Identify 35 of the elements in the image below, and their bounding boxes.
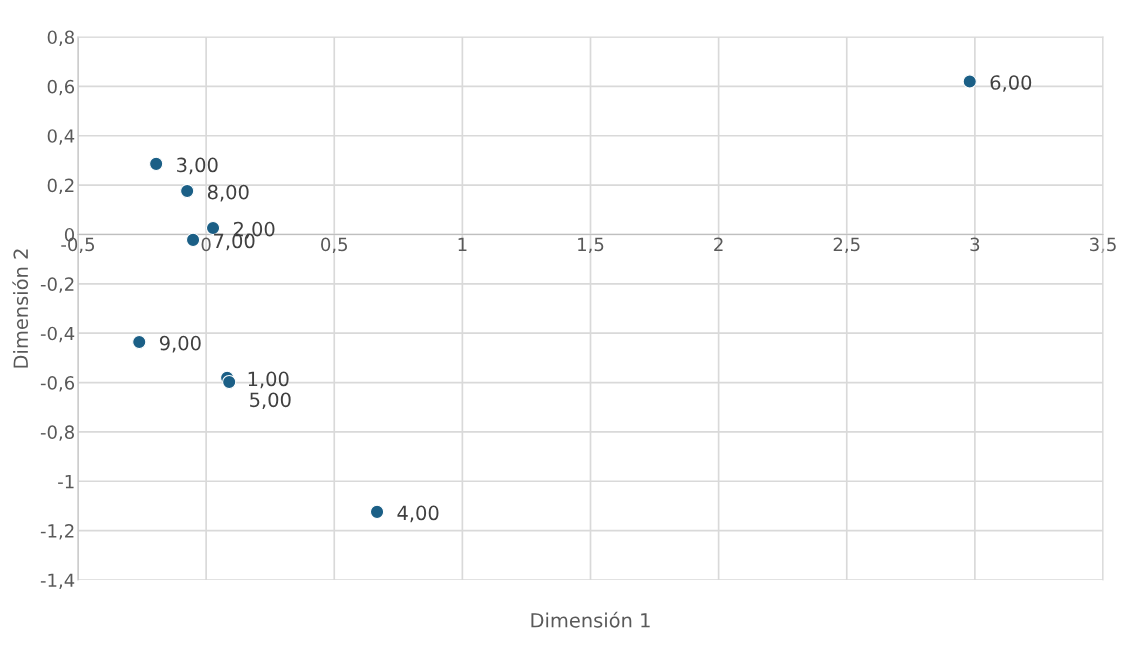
point	[962, 74, 977, 89]
annotation: 3,00	[177, 157, 218, 175]
y-tick-label: -0,6	[40, 376, 75, 392]
y-tick-label: -1,4	[40, 573, 75, 589]
annotation: 6,00	[990, 75, 1032, 92]
x-tick-label: 0,5	[321, 237, 348, 254]
x-axis-title: Dimensión 1	[531, 611, 650, 628]
x-tick-label: 1,5	[578, 237, 604, 254]
point	[132, 334, 147, 350]
y-tick-label: -0,2	[40, 277, 74, 293]
point	[185, 232, 201, 248]
point	[222, 374, 237, 390]
y-axis-title: Dimensión 2	[12, 249, 29, 368]
x-tick-label: 0	[201, 237, 211, 252]
x-tick-label: 3	[970, 237, 980, 252]
x-tick-label: 3,5	[1090, 237, 1116, 254]
y-tick-label: 0,6	[47, 79, 75, 96]
y-tick-label: -1,2	[40, 524, 74, 540]
y-tick-label: 0,8	[47, 30, 74, 46]
annotation: 5,00	[250, 392, 291, 410]
annotation: 4,00	[397, 505, 439, 523]
point	[180, 183, 195, 199]
point	[369, 504, 385, 520]
annotation: 1,00	[248, 371, 289, 389]
point	[149, 156, 164, 172]
y-tick-label: 0,2	[47, 178, 74, 195]
annotation: 9,00	[159, 335, 201, 353]
y-tick-label: -1	[58, 474, 74, 489]
x-tick-label: 2,5	[833, 237, 860, 254]
y-tick-label: -0,4	[40, 326, 75, 343]
x-tick-label: 2	[714, 237, 723, 251]
y-tick-label: -0,8	[40, 425, 74, 441]
x-tick-label: 1	[458, 237, 467, 251]
y-tick-label: 0,4	[47, 129, 75, 145]
annotation: 8,00	[207, 184, 249, 202]
